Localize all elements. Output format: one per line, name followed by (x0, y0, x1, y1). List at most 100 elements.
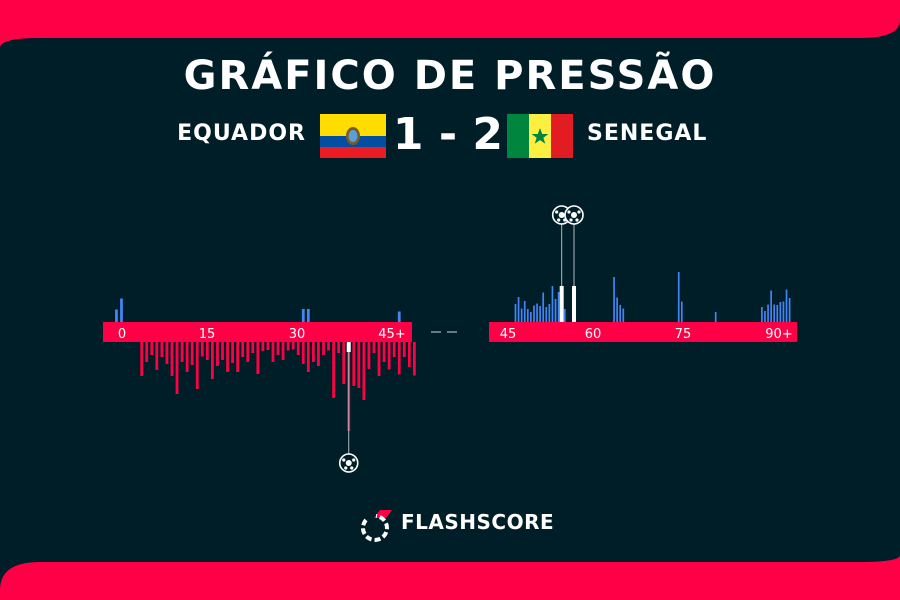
football-icon (564, 205, 584, 225)
panel-shape (0, 20, 900, 590)
home-pressure-bar (413, 342, 416, 376)
away-pressure-bar (764, 311, 766, 322)
senegal-flag-icon (507, 114, 573, 158)
home-pressure-bar (357, 342, 361, 388)
away-pressure-bar (301, 309, 305, 322)
home-pressure-bar (377, 342, 381, 376)
home-pressure-bar (367, 342, 371, 369)
home-pressure-bar (342, 342, 346, 384)
away-pressure-bar (785, 289, 788, 322)
tick-label: 45+ (378, 327, 405, 342)
home-pressure-bar (261, 342, 265, 351)
away-pressure-bar (714, 312, 717, 322)
away-pressure-bar (530, 312, 532, 322)
home-pressure-bar (312, 342, 315, 362)
away-pressure-bar (517, 297, 520, 322)
home-pressure-bar (145, 342, 149, 362)
home-pressure-bar (306, 342, 310, 372)
away-pressure-bar (545, 307, 548, 322)
home-pressure-bar (140, 342, 144, 376)
home-pressure-bar (402, 342, 406, 357)
home-pressure-bar (175, 342, 179, 394)
home-pressure-bar (387, 342, 391, 370)
away-pressure-bar (767, 304, 769, 322)
ecuador-flag-icon (320, 114, 386, 158)
away-pressure-bar (779, 302, 782, 322)
away-pressure-bar (115, 309, 118, 322)
away-pressure-bar (539, 306, 541, 322)
home-pressure-bar (407, 342, 411, 367)
home-pressure-bar (256, 342, 260, 374)
tick-label: 75 (675, 327, 692, 342)
goal-marker (346, 342, 351, 352)
away-pressure-bar (677, 272, 680, 322)
home-pressure-bar (276, 342, 280, 355)
home-pressure-bar (301, 342, 305, 364)
home-pressure-bar (150, 342, 154, 355)
goal-marker (559, 286, 564, 322)
home-pressure-bar (155, 342, 159, 370)
tick-label: 90+ (765, 327, 792, 342)
home-pressure-bar (205, 342, 209, 360)
home-pressure-bar (271, 342, 275, 362)
home-pressure-bar (382, 342, 386, 362)
home-pressure-bar (236, 342, 240, 372)
home-pressure-bar (291, 342, 295, 350)
away-pressure-bar (554, 299, 557, 322)
home-pressure-bar (170, 342, 174, 376)
home-pressure-bar (160, 342, 164, 357)
away-pressure-bar (563, 309, 566, 322)
home-pressure-bar (317, 342, 320, 366)
flashscore-logo: FLASHSCORE (358, 506, 554, 542)
home-pressure-bar (266, 342, 270, 350)
home-pressure-bar (216, 342, 219, 366)
away-pressure-bar (788, 298, 791, 322)
home-pressure-bar (251, 342, 255, 353)
away-pressure-bar (542, 292, 545, 322)
away-pressure-bar (526, 309, 529, 322)
away-pressure-bar (120, 298, 123, 322)
brand-name: FLASHSCORE (401, 510, 555, 534)
final-score: 1 - 2 (392, 109, 504, 160)
home-pressure-bar (180, 342, 184, 362)
away-pressure-bar (397, 311, 401, 322)
away-pressure-bar (782, 301, 785, 322)
home-pressure-bar (332, 342, 335, 398)
home-pressure-bar (221, 342, 224, 360)
home-pressure-bar (231, 342, 234, 363)
home-pressure-bar (211, 342, 214, 379)
away-pressure-bar (557, 292, 560, 322)
away-pressure-bar (622, 308, 625, 322)
home-pressure-bar (241, 342, 245, 357)
away-pressure-bar (619, 305, 622, 322)
away-pressure-bar (533, 305, 535, 322)
home-pressure-bar (397, 342, 401, 375)
period-band (103, 322, 412, 342)
tick-label: 15 (199, 327, 216, 342)
away-pressure-bar (776, 305, 779, 322)
goal-marker (572, 286, 577, 322)
away-pressure-bar (523, 301, 526, 322)
away-pressure-bar (761, 307, 763, 322)
away-pressure-bar (514, 304, 517, 322)
away-team-name: SENEGAL (587, 121, 708, 146)
home-pressure-bar (362, 342, 366, 400)
away-pressure-bar (613, 277, 615, 322)
home-pressure-bar (296, 342, 300, 355)
home-pressure-bar (165, 342, 169, 364)
page-title: GRÁFICO DE PRESSÃO (183, 53, 717, 99)
away-pressure-bar (770, 290, 772, 322)
away-pressure-bar (616, 297, 618, 322)
home-pressure-bar (327, 342, 330, 351)
home-pressure-bar (226, 342, 229, 372)
home-pressure-bar (281, 342, 285, 360)
home-pressure-bar (195, 342, 199, 389)
home-pressure-bar (337, 342, 341, 353)
tick-label: 60 (585, 327, 602, 342)
away-pressure-bar (680, 301, 683, 322)
away-pressure-bar (536, 303, 538, 322)
home-team-name: EQUADOR (177, 121, 306, 146)
away-pressure-bar (548, 304, 551, 322)
